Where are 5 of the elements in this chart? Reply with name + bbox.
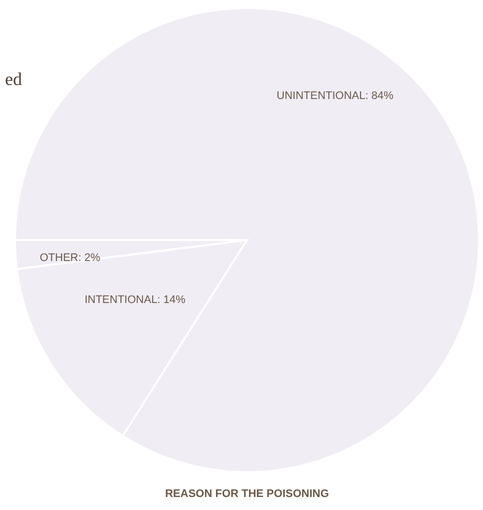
slice-label: OTHER: 2% [40,252,100,264]
text: ed [5,69,22,89]
slice-label: UNINTENTIONAL: 84% [276,90,394,102]
text: REASON FOR THE POISONING [165,488,329,500]
slice-label: INTENTIONAL: 14% [84,294,186,306]
